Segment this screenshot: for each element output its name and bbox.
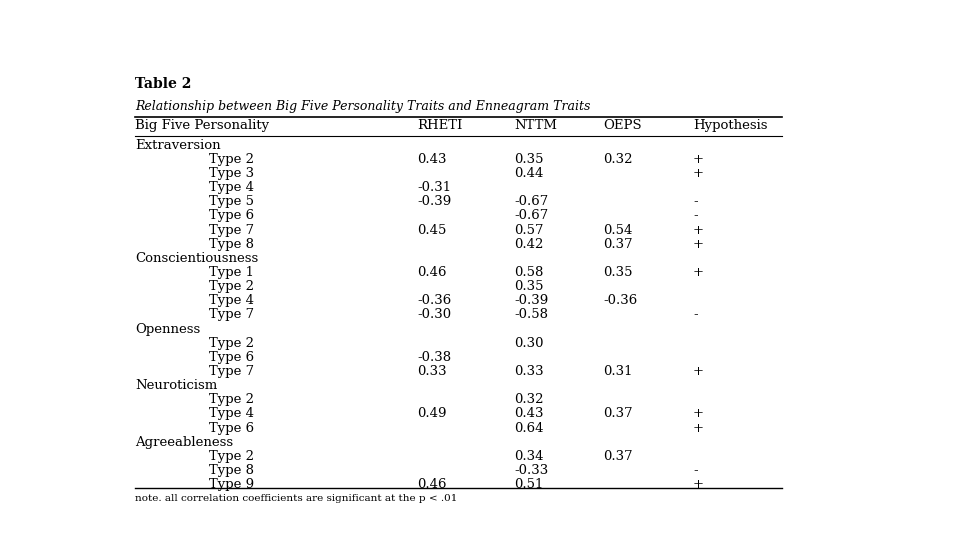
Text: Type 2: Type 2 (209, 337, 254, 350)
Text: 0.49: 0.49 (418, 407, 447, 421)
Text: Conscientiousness: Conscientiousness (134, 252, 258, 265)
Text: Type 4: Type 4 (209, 294, 254, 307)
Text: 0.51: 0.51 (515, 478, 543, 491)
Text: Type 4: Type 4 (209, 181, 254, 194)
Text: Type 8: Type 8 (209, 464, 254, 477)
Text: Type 2: Type 2 (209, 393, 254, 406)
Text: -0.31: -0.31 (418, 181, 452, 194)
Text: 0.45: 0.45 (418, 224, 447, 237)
Text: Type 1: Type 1 (209, 266, 254, 279)
Text: -: - (693, 308, 698, 321)
Text: -: - (693, 210, 698, 222)
Text: -0.38: -0.38 (418, 351, 452, 364)
Text: 0.32: 0.32 (604, 153, 633, 166)
Text: 0.58: 0.58 (515, 266, 543, 279)
Text: OEPS: OEPS (604, 119, 642, 132)
Text: Type 7: Type 7 (209, 224, 254, 237)
Text: 0.37: 0.37 (604, 238, 634, 251)
Text: note. all correlation coefficients are significant at the p < .01: note. all correlation coefficients are s… (134, 494, 457, 503)
Text: NTTM: NTTM (515, 119, 558, 132)
Text: -0.67: -0.67 (515, 195, 548, 208)
Text: -0.30: -0.30 (418, 308, 452, 321)
Text: +: + (693, 365, 704, 378)
Text: Type 2: Type 2 (209, 450, 254, 463)
Text: 0.64: 0.64 (515, 422, 543, 435)
Text: Extraversion: Extraversion (134, 139, 221, 152)
Text: +: + (693, 153, 704, 166)
Text: Type 6: Type 6 (209, 351, 254, 364)
Text: 0.32: 0.32 (515, 393, 543, 406)
Text: 0.57: 0.57 (515, 224, 543, 237)
Text: Type 3: Type 3 (209, 167, 254, 180)
Text: 0.33: 0.33 (418, 365, 447, 378)
Text: 0.37: 0.37 (604, 407, 634, 421)
Text: -0.67: -0.67 (515, 210, 548, 222)
Text: -0.58: -0.58 (515, 308, 548, 321)
Text: Type 2: Type 2 (209, 280, 254, 293)
Text: +: + (693, 407, 704, 421)
Text: Openness: Openness (134, 322, 200, 335)
Text: Type 2: Type 2 (209, 153, 254, 166)
Text: Type 7: Type 7 (209, 365, 254, 378)
Text: 0.35: 0.35 (515, 280, 543, 293)
Text: Type 6: Type 6 (209, 422, 254, 435)
Text: Hypothesis: Hypothesis (693, 119, 767, 132)
Text: +: + (693, 266, 704, 279)
Text: 0.44: 0.44 (515, 167, 543, 180)
Text: 0.35: 0.35 (515, 153, 543, 166)
Text: 0.31: 0.31 (604, 365, 633, 378)
Text: -0.33: -0.33 (515, 464, 548, 477)
Text: Relationship between Big Five Personality Traits and Enneagram Traits: Relationship between Big Five Personalit… (134, 100, 590, 113)
Text: 0.43: 0.43 (515, 407, 543, 421)
Text: Type 8: Type 8 (209, 238, 254, 251)
Text: -0.39: -0.39 (515, 294, 548, 307)
Text: Type 4: Type 4 (209, 407, 254, 421)
Text: Type 5: Type 5 (209, 195, 254, 208)
Text: Type 9: Type 9 (209, 478, 254, 491)
Text: RHETI: RHETI (418, 119, 463, 132)
Text: 0.35: 0.35 (604, 266, 633, 279)
Text: Type 7: Type 7 (209, 308, 254, 321)
Text: Big Five Personality: Big Five Personality (134, 119, 269, 132)
Text: 0.37: 0.37 (604, 450, 634, 463)
Text: Neuroticism: Neuroticism (134, 379, 217, 392)
Text: 0.34: 0.34 (515, 450, 543, 463)
Text: +: + (693, 238, 704, 251)
Text: +: + (693, 422, 704, 435)
Text: 0.46: 0.46 (418, 266, 447, 279)
Text: +: + (693, 478, 704, 491)
Text: Agreeableness: Agreeableness (134, 436, 233, 449)
Text: 0.33: 0.33 (515, 365, 544, 378)
Text: Type 6: Type 6 (209, 210, 254, 222)
Text: 0.46: 0.46 (418, 478, 447, 491)
Text: -0.36: -0.36 (604, 294, 637, 307)
Text: -: - (693, 195, 698, 208)
Text: +: + (693, 167, 704, 180)
Text: Table 2: Table 2 (134, 77, 191, 91)
Text: -: - (693, 464, 698, 477)
Text: 0.54: 0.54 (604, 224, 633, 237)
Text: 0.43: 0.43 (418, 153, 447, 166)
Text: -0.36: -0.36 (418, 294, 452, 307)
Text: 0.30: 0.30 (515, 337, 543, 350)
Text: +: + (693, 224, 704, 237)
Text: 0.42: 0.42 (515, 238, 543, 251)
Text: -0.39: -0.39 (418, 195, 452, 208)
